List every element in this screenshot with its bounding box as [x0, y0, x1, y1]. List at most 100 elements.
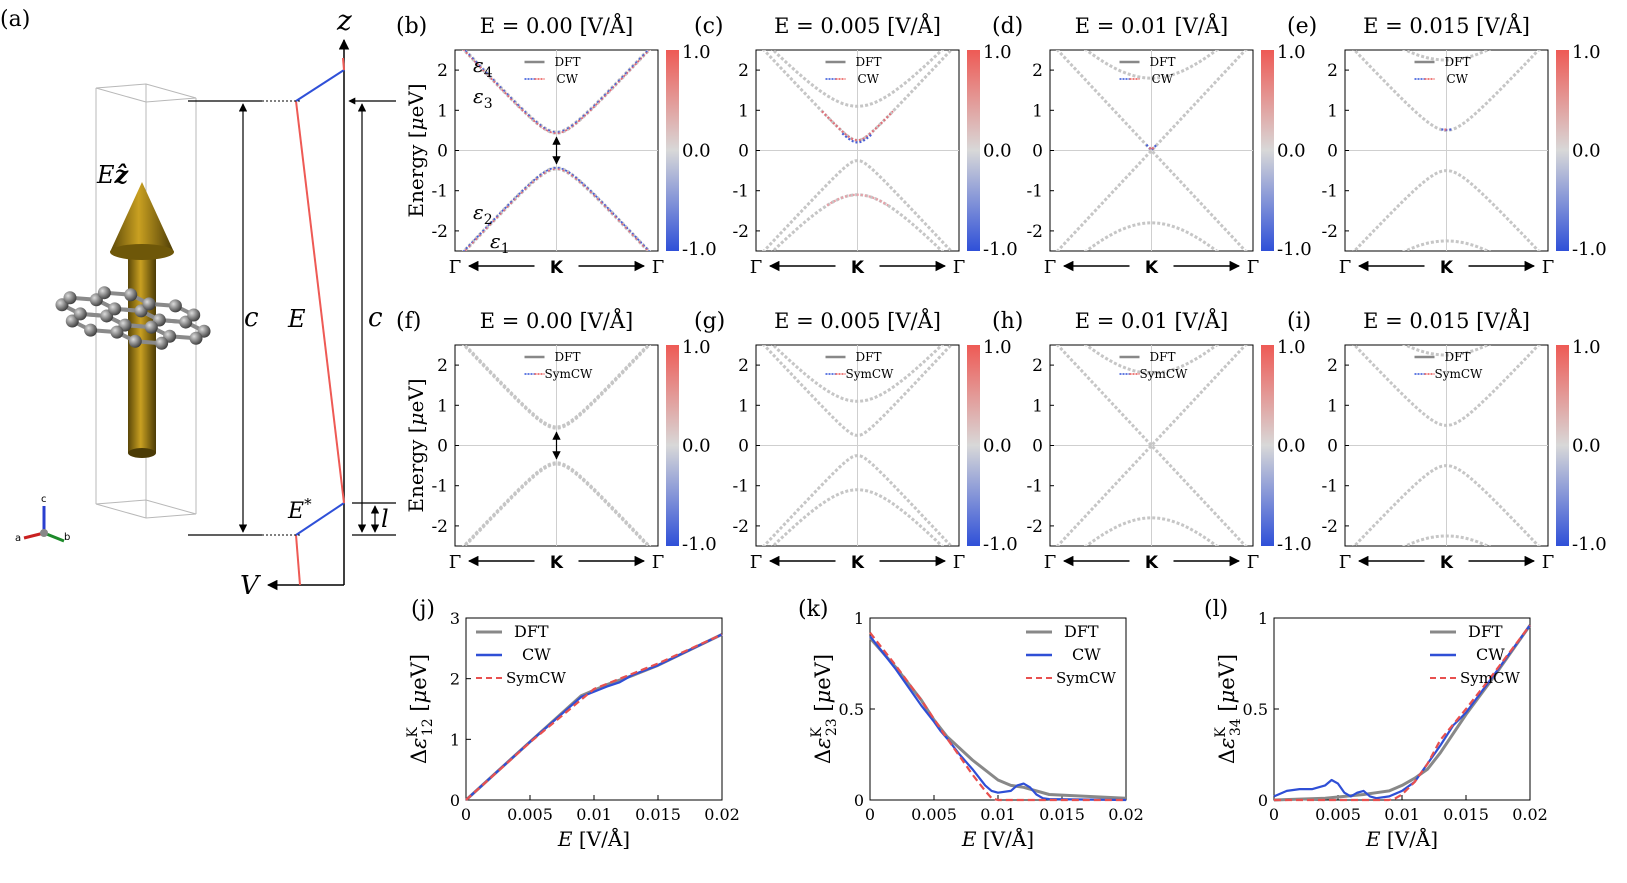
x-tick-label: 0.01 [980, 805, 1016, 824]
cw-band-tip [1148, 146, 1155, 152]
x-tick-label: Γ [652, 257, 665, 278]
colorbar [666, 345, 679, 546]
band-line [1402, 50, 1491, 62]
band-line [1055, 443, 1248, 546]
band-panel-c: (c) E = 0.005 [V/Å]210-1-2Γ K ΓDFTCW1.00.0-… [694, 13, 1018, 278]
carbon-atom [168, 299, 182, 313]
carbon-atom [108, 302, 122, 316]
x-tick-label: 0.005 [507, 805, 553, 824]
y-label-unit: eV] [404, 83, 428, 117]
y-tick-label: 0.5 [839, 700, 864, 719]
carbon-atom [187, 308, 201, 322]
y-tick-label: -1 [732, 182, 749, 202]
y-tick-label: -1 [1321, 477, 1338, 497]
band-panel-g: (g) E = 0.005 [V/Å]210-1-2Γ K ΓDFTSymCW1.00… [694, 308, 1018, 573]
y-axis-label: Energy [μeV] [404, 378, 428, 512]
band-title: E = 0.00 [V/Å] [480, 13, 634, 38]
carbon-atom [73, 307, 87, 321]
x-tick-label: Γ [1339, 257, 1352, 278]
x-tick-label: Γ [449, 552, 462, 573]
panel-a-schematic: (a) Eẑ c a b [0, 4, 396, 601]
legend-label: CW [1447, 72, 1469, 86]
panel-label-b: (b) [396, 14, 427, 39]
band-line [1352, 169, 1541, 251]
band-line [770, 488, 945, 546]
x-tick-label: Γ [750, 257, 763, 278]
band-line [1352, 464, 1541, 546]
colorbar-tick-label: 1.0 [682, 42, 711, 63]
x-tick-label: Γ [953, 257, 966, 278]
x-tick-label: K [550, 553, 564, 573]
x-tick-label: 0 [461, 805, 471, 824]
carbon-atom [155, 336, 169, 350]
series-line-symcw [869, 631, 1126, 802]
y-tick-label: 3 [450, 609, 460, 628]
potential-profile [262, 38, 396, 591]
axis-c-label: c [41, 494, 47, 505]
y-tick-label: -2 [431, 517, 448, 537]
legend-label: CW [557, 72, 579, 86]
colorbar-tick-label: -1.0 [1572, 534, 1607, 555]
x-tick-label: K [1440, 258, 1454, 278]
y-tick-label: -2 [1026, 517, 1043, 537]
x-axis-label: E [V/Å] [961, 826, 1034, 851]
legend-label: SymCW [506, 669, 566, 687]
band-label: ε1 [490, 229, 510, 257]
x-tick-label: Γ [1247, 257, 1260, 278]
legend-label: DFT [1150, 350, 1176, 364]
band-line [1055, 50, 1248, 153]
field-label-2: E [287, 305, 306, 333]
cw-band-tip [821, 110, 894, 142]
y-axis-label: Energy [μeV] [404, 83, 428, 217]
band-label: ε3 [473, 84, 493, 112]
colorbar-tick-label: 1.0 [1572, 42, 1601, 63]
panel-label-d: (d) [992, 14, 1023, 39]
v-axis-label: V [240, 571, 261, 601]
cw-band-tip [1441, 128, 1452, 132]
y-tick-label: 0 [738, 437, 749, 457]
cw-band-tip [841, 132, 874, 144]
legend-label: SymCW [1140, 367, 1189, 381]
y-tick-label: 0 [854, 791, 864, 810]
band-line [770, 50, 945, 108]
x-tick-label: 0.015 [1443, 805, 1489, 824]
y-tick-label: 1 [1327, 101, 1338, 121]
colorbar [666, 50, 679, 251]
y-tick-label: 2 [1032, 356, 1043, 376]
colorbar-tick-label: -1.0 [983, 534, 1018, 555]
colorbar-tick-label: 1.0 [1572, 337, 1601, 358]
y-tick-label: 1 [1327, 396, 1338, 416]
y-tick-label: -2 [1321, 222, 1338, 242]
axes-triad-icon: c a b [15, 494, 70, 544]
panel-label-g: (g) [694, 309, 725, 334]
y-axis-label: ΔεK34 [μeV] [1213, 654, 1244, 764]
x-tick-label: 0.005 [911, 805, 957, 824]
y-tick-label: 0 [1327, 437, 1338, 457]
estar-label: E* [287, 495, 312, 524]
colorbar-tick-label: 0.0 [682, 141, 711, 162]
band-label: ε2 [473, 200, 493, 228]
y-tick-label: -1 [1321, 182, 1338, 202]
panel-label-l: (l) [1204, 597, 1228, 622]
series-line-symcw [1274, 624, 1531, 802]
series-line-cw [1273, 624, 1531, 800]
colorbar-tick-label: 0.0 [983, 141, 1012, 162]
bands [1055, 345, 1248, 546]
y-tick-label: 0 [1032, 437, 1043, 457]
y-tick-label: 0 [1032, 142, 1043, 162]
band-line [761, 454, 954, 546]
colorbar-tick-label: -1.0 [682, 534, 717, 555]
colorbar-tick-label: -1.0 [682, 239, 717, 260]
colorbar-tick-label: -1.0 [983, 239, 1018, 260]
colorbar [967, 50, 980, 251]
panel-label-i: (i) [1287, 309, 1311, 334]
plot-frame [465, 617, 723, 801]
colorbar [1556, 50, 1569, 251]
band-line [1402, 239, 1491, 251]
y-label-mu: μ [404, 117, 428, 130]
y-tick-label: 2 [437, 356, 448, 376]
legend-label: CW [1072, 645, 1101, 664]
colorbar-tick-label: 1.0 [983, 42, 1012, 63]
x-axis-label: E [V/Å] [1365, 826, 1438, 851]
